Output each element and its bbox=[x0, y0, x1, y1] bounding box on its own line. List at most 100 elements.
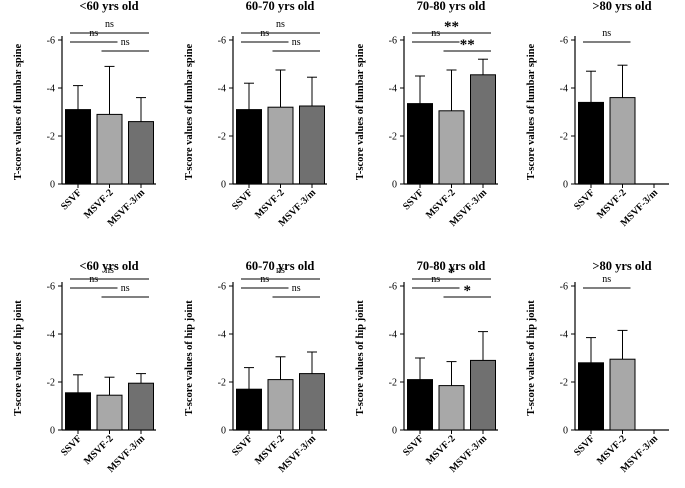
bar bbox=[96, 113, 123, 185]
panel-8: >80 yrs old T-score values of hip joint -6… bbox=[526, 259, 669, 475]
category-label: SSVF bbox=[230, 433, 255, 458]
significance-label: ns bbox=[276, 265, 285, 276]
panel-2: 60-70 yrs old T-score values of lumbar sp… bbox=[184, 0, 327, 229]
category-label: SSVF bbox=[401, 187, 426, 212]
panel-title: 70-80 yrs old bbox=[417, 259, 486, 273]
y-tick-label: -4 bbox=[389, 330, 397, 341]
significance-label: ** bbox=[460, 37, 475, 53]
category-label: SSVF bbox=[59, 187, 84, 212]
y-tick-label: 0 bbox=[50, 426, 55, 437]
bar bbox=[267, 106, 294, 185]
category-label: SSVF bbox=[59, 433, 84, 458]
significance-label: ns bbox=[121, 283, 130, 294]
panel-title: <60 yrs old bbox=[79, 259, 138, 273]
significance-label: ns bbox=[602, 28, 611, 39]
panel-7: 70-80 yrs old T-score values of hip joint… bbox=[355, 259, 498, 475]
bar bbox=[470, 74, 496, 185]
bar bbox=[236, 388, 262, 431]
y-tick-label: 0 bbox=[563, 426, 568, 437]
bar bbox=[578, 362, 604, 431]
y-tick-label: -4 bbox=[47, 330, 55, 341]
significance-label: * bbox=[448, 265, 456, 281]
panel-5: <60 yrs old T-score values of hip joint -6… bbox=[13, 259, 156, 475]
y-axis-label: T-score values of hip joint bbox=[13, 300, 24, 416]
significance-label: * bbox=[464, 283, 472, 299]
y-tick-label: 0 bbox=[221, 426, 226, 437]
y-tick-label: -6 bbox=[389, 36, 397, 47]
panel-title: 60-70 yrs old bbox=[246, 259, 315, 273]
y-tick-label: -2 bbox=[218, 132, 226, 143]
y-tick-label: 0 bbox=[392, 180, 397, 191]
panel-title: >80 yrs old bbox=[592, 0, 651, 13]
bar bbox=[438, 385, 465, 431]
significance-label: ns bbox=[105, 19, 114, 30]
category-label: SSVF bbox=[230, 187, 255, 212]
y-tick-label: -2 bbox=[47, 378, 55, 389]
bar bbox=[438, 110, 465, 185]
y-tick-label: -4 bbox=[560, 84, 568, 95]
y-tick-label: -2 bbox=[389, 132, 397, 143]
category-label: SSVF bbox=[572, 187, 597, 212]
y-axis-label: T-score values of lumbar spine bbox=[184, 44, 195, 181]
significance-label: ns bbox=[105, 265, 114, 276]
panel-6: 60-70 yrs old T-score values of hip joint… bbox=[184, 259, 327, 475]
y-tick-label: -4 bbox=[560, 330, 568, 341]
y-axis-label: T-score values of lumbar spine bbox=[13, 44, 24, 181]
y-tick-label: 0 bbox=[221, 180, 226, 191]
y-tick-label: 0 bbox=[50, 180, 55, 191]
y-axis-label: T-score values of hip joint bbox=[526, 300, 537, 416]
significance-label: ns bbox=[602, 274, 611, 285]
y-tick-label: -6 bbox=[218, 282, 226, 293]
y-axis-label: T-score values of lumbar spine bbox=[355, 44, 366, 181]
y-tick-label: -4 bbox=[218, 84, 226, 95]
significance-label: ** bbox=[444, 19, 459, 35]
y-tick-label: -2 bbox=[560, 378, 568, 389]
y-tick-label: -6 bbox=[218, 36, 226, 47]
panel-title: 60-70 yrs old bbox=[246, 0, 315, 13]
significance-label: ns bbox=[292, 37, 301, 48]
y-tick-label: -6 bbox=[47, 36, 55, 47]
bar bbox=[609, 358, 636, 431]
y-tick-label: -2 bbox=[560, 132, 568, 143]
y-tick-label: -4 bbox=[389, 84, 397, 95]
panel-title: <60 yrs old bbox=[79, 0, 138, 13]
bar bbox=[267, 379, 294, 431]
panel-1: <60 yrs old T-score values of lumbar spin… bbox=[13, 0, 156, 229]
bar bbox=[407, 379, 433, 431]
bar bbox=[470, 359, 496, 431]
category-label: SSVF bbox=[401, 433, 426, 458]
bar bbox=[609, 97, 636, 185]
bar bbox=[65, 109, 91, 185]
panel-title: 70-80 yrs old bbox=[417, 0, 486, 13]
significance-label: ns bbox=[292, 283, 301, 294]
bar bbox=[128, 121, 154, 185]
panel-3: 70-80 yrs old T-score values of lumbar sp… bbox=[355, 0, 498, 229]
bar bbox=[128, 382, 154, 431]
bar bbox=[236, 109, 262, 185]
significance-label: ns bbox=[276, 19, 285, 30]
y-tick-label: -2 bbox=[389, 378, 397, 389]
y-tick-label: -6 bbox=[389, 282, 397, 293]
y-axis-label: T-score values of hip joint bbox=[355, 300, 366, 416]
y-tick-label: -4 bbox=[218, 330, 226, 341]
y-tick-label: 0 bbox=[563, 180, 568, 191]
bar bbox=[407, 103, 433, 185]
bar bbox=[299, 373, 325, 431]
category-label: SSVF bbox=[572, 433, 597, 458]
y-tick-label: 0 bbox=[392, 426, 397, 437]
panel-4: >80 yrs old T-score values of lumbar spin… bbox=[526, 0, 669, 229]
y-tick-label: -6 bbox=[560, 282, 568, 293]
bar bbox=[96, 394, 123, 431]
y-tick-label: -4 bbox=[47, 84, 55, 95]
bar bbox=[578, 101, 604, 185]
panel-title: >80 yrs old bbox=[592, 259, 651, 273]
bar bbox=[299, 105, 325, 185]
bar bbox=[65, 392, 91, 431]
y-axis-label: T-score values of hip joint bbox=[184, 300, 195, 416]
significance-label: ns bbox=[121, 37, 130, 48]
y-tick-label: -2 bbox=[47, 132, 55, 143]
y-tick-label: -2 bbox=[218, 378, 226, 389]
y-axis-label: T-score values of lumbar spine bbox=[526, 44, 537, 181]
